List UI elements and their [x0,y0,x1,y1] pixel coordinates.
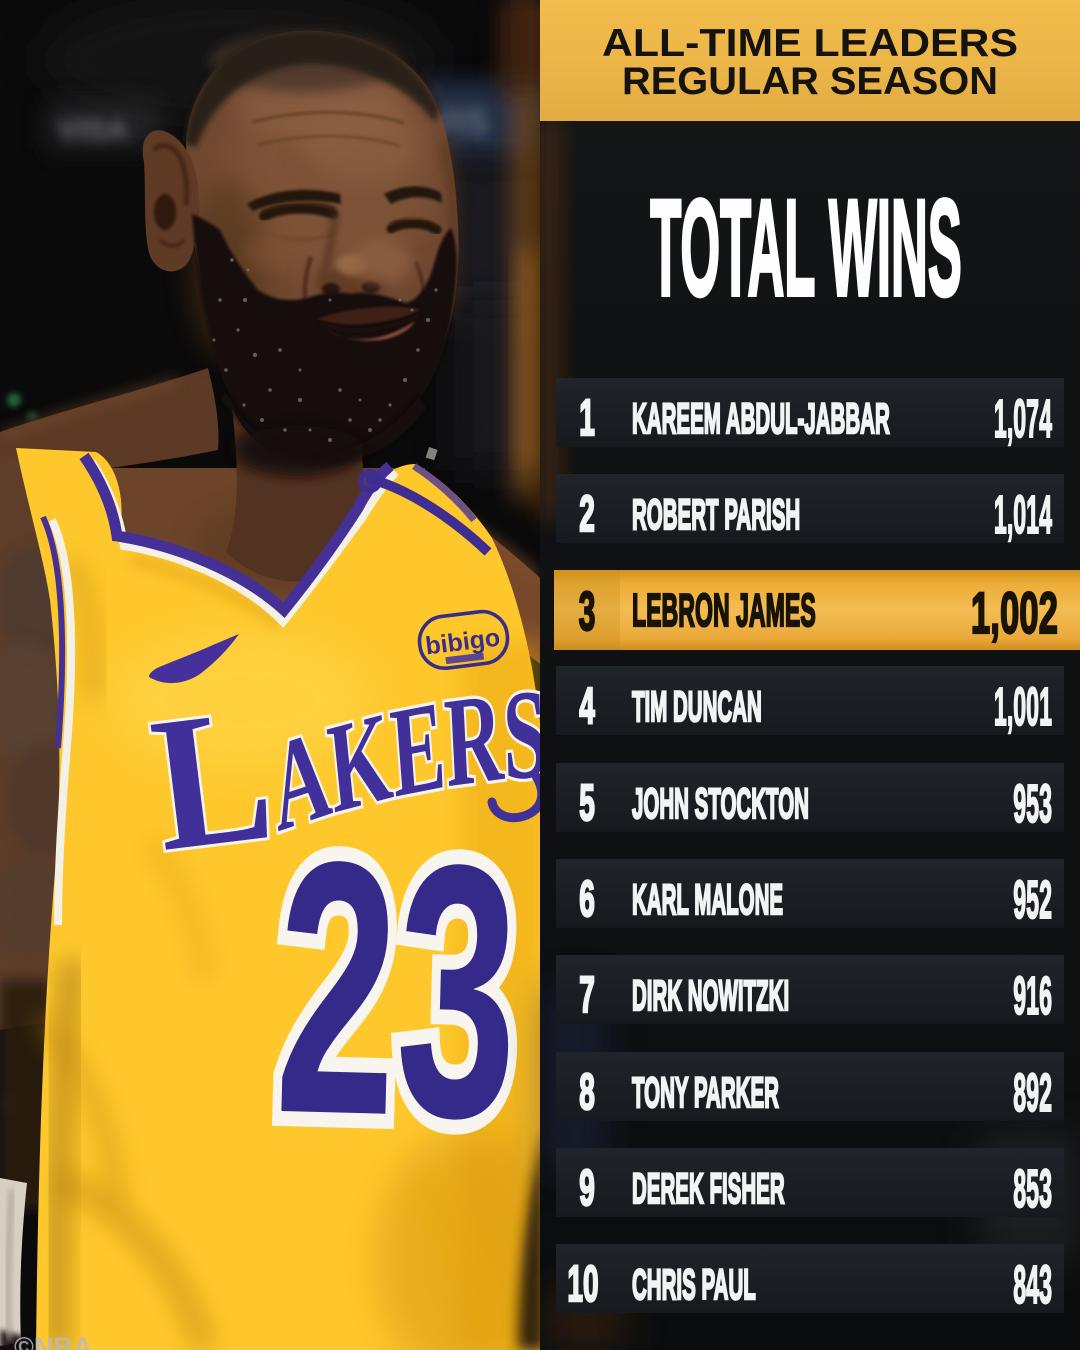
svg-text:1,074: 1,074 [994,388,1052,449]
svg-text:7: 7 [579,966,595,1023]
svg-text:952: 952 [1013,869,1052,930]
svg-text:5: 5 [579,774,595,831]
svg-text:DIRK NOWITZKI: DIRK NOWITZKI [632,973,789,1020]
svg-text:3: 3 [579,582,596,643]
svg-text:DEREK FISHER: DEREK FISHER [632,1166,785,1213]
svg-text:23: 23 [272,785,523,1194]
svg-text:ROBERT PARISH: ROBERT PARISH [632,492,800,539]
svg-text:892: 892 [1013,1062,1052,1123]
svg-text:LEBRON JAMES: LEBRON JAMES [632,584,816,636]
svg-text:1,014: 1,014 [994,484,1052,545]
svg-text:9: 9 [579,1159,595,1216]
svg-text:6: 6 [579,870,595,927]
svg-text:L: L [142,666,282,892]
svg-text:2: 2 [579,485,595,542]
svg-text:853: 853 [1013,1158,1052,1219]
svg-text:916: 916 [1013,965,1052,1026]
svg-text:TONY PARKER: TONY PARKER [632,1070,779,1117]
svg-text:KARL MALONE: KARL MALONE [632,877,783,924]
svg-text:TIM DUNCAN: TIM DUNCAN [632,684,762,731]
svg-text:4: 4 [579,677,595,734]
svg-text:843: 843 [1013,1254,1052,1315]
svg-text:CHRIS PAUL: CHRIS PAUL [632,1262,756,1309]
svg-text:VISA: VISA [58,114,128,147]
svg-text:REGULAR SEASON: REGULAR SEASON [622,60,998,103]
svg-text:23: 23 [272,785,523,1194]
svg-text:JOHN STOCKTON: JOHN STOCKTON [632,781,809,828]
svg-text:©NBA: ©NBA [14,1332,92,1350]
svg-text:1,001: 1,001 [994,676,1052,737]
svg-text:1,002: 1,002 [971,582,1058,646]
svg-text:953: 953 [1013,773,1052,834]
svg-text:KAREEM ABDUL-JABBAR: KAREEM ABDUL-JABBAR [632,396,890,443]
svg-text:ALL-TIME LEADERS: ALL-TIME LEADERS [602,22,1018,65]
svg-text:1: 1 [579,389,595,446]
svg-text:10: 10 [567,1255,598,1312]
svg-text:8: 8 [579,1063,595,1120]
svg-text:TOTAL WINS: TOTAL WINS [650,170,962,324]
